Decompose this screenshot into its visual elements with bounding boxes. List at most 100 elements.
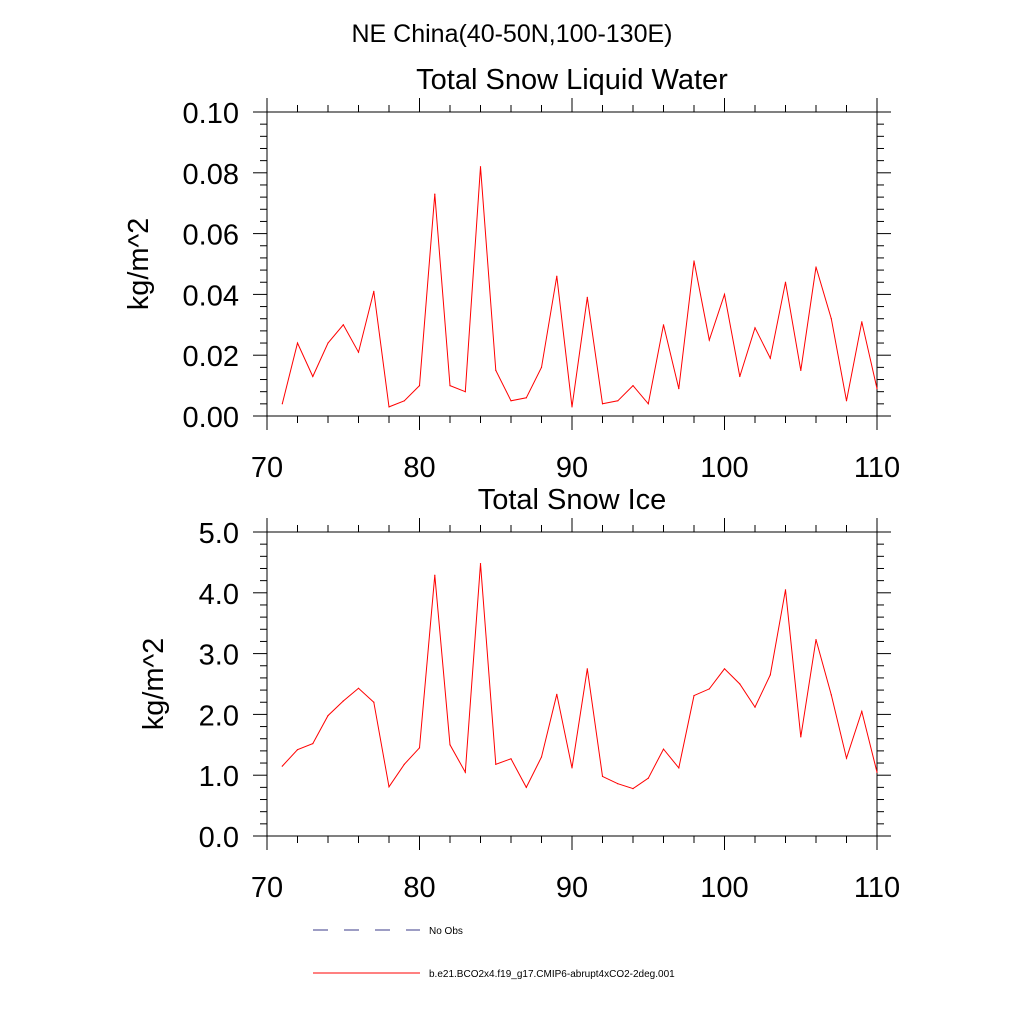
chart-panel-1: Total Snow Liquid Water 0.00 0.02 0.04 0.06 0… [123, 64, 900, 484]
data-point [632, 788, 634, 790]
data-point [754, 327, 756, 329]
data-point [540, 756, 543, 758]
data-point [754, 706, 756, 708]
y-tick-label: 1.0 [199, 761, 239, 793]
data-point [342, 324, 344, 326]
data-point [647, 777, 649, 779]
data-point [830, 694, 832, 696]
data-point [632, 385, 634, 387]
data-point [510, 758, 512, 760]
series-line [281, 563, 878, 790]
y-tick-label: 5.0 [199, 518, 239, 550]
data-point [373, 701, 375, 703]
data-point [769, 674, 771, 676]
y-tick-label: 4.0 [199, 579, 239, 611]
data-point [601, 775, 604, 778]
data-point [357, 351, 360, 353]
data-point [800, 369, 802, 371]
chart-title: Total Snow Ice [478, 484, 667, 516]
y-tick-label: 0.10 [183, 98, 239, 130]
data-point [678, 767, 680, 769]
data-point [571, 406, 573, 408]
data-point [876, 388, 878, 390]
data-point [784, 589, 787, 591]
data-point [586, 668, 588, 670]
legend-label: b.e21.BCO2x4.f19_g17.CMIP6-abrupt4xCO2-2… [429, 969, 675, 980]
data-point [327, 715, 329, 717]
y-tick-label: 0.04 [183, 280, 239, 312]
data-point [495, 763, 497, 765]
data-point [525, 397, 527, 399]
data-point [861, 321, 863, 323]
data-point [861, 710, 863, 713]
data-point [586, 296, 588, 298]
data-point [845, 400, 848, 402]
data-point [647, 403, 649, 405]
data-point [296, 749, 299, 751]
x-tick-label: 100 [700, 452, 748, 484]
data-point [373, 290, 375, 292]
data-point [815, 266, 817, 268]
data-point [495, 369, 497, 371]
data-point [556, 275, 558, 277]
data-point [479, 563, 482, 565]
y-tick-label: 2.0 [199, 700, 239, 732]
chart-title: Total Snow Liquid Water [416, 64, 728, 96]
data-point [723, 668, 726, 670]
data-point [327, 342, 329, 344]
series-line [281, 166, 878, 408]
y-tick-label: 0.08 [183, 159, 239, 191]
x-tick-label: 110 [854, 872, 900, 904]
data-point [296, 342, 299, 344]
data-point [281, 765, 283, 767]
x-tick-label: 110 [854, 452, 900, 484]
data-point [312, 375, 314, 378]
data-point [525, 786, 527, 789]
y-tick-label: 0.00 [183, 402, 239, 434]
data-point [708, 339, 710, 341]
data-point [662, 324, 665, 326]
data-point [464, 771, 466, 773]
data-point [434, 574, 436, 576]
data-point [312, 743, 314, 745]
x-tick-label: 70 [251, 872, 283, 904]
data-point [617, 783, 619, 785]
legend-label: No Obs [429, 926, 463, 937]
x-tick-label: 80 [403, 872, 435, 904]
data-point [601, 403, 604, 405]
legend: No Obs b.e21.BCO2x4.f19_g17.CMIP6-abrupt4… [313, 926, 675, 980]
plot-frame [266, 111, 878, 417]
data-point [388, 406, 390, 408]
x-tick-label: 80 [403, 452, 435, 484]
chart-panels: Total Snow Liquid Water 0.00 0.02 0.04 0.06 0… [123, 64, 900, 904]
y-tick-label: 0.02 [183, 341, 239, 373]
x-tick-label: 90 [556, 452, 588, 484]
data-point [464, 391, 466, 393]
x-tick-label: 90 [556, 872, 588, 904]
data-point [434, 193, 436, 195]
data-point [708, 688, 710, 690]
data-point [845, 757, 848, 759]
data-point [449, 385, 451, 387]
data-point [693, 260, 695, 262]
data-point [769, 357, 771, 359]
y-tick-label: 0.06 [183, 220, 239, 252]
data-point [418, 747, 421, 749]
data-point [739, 683, 741, 685]
data-point [723, 293, 726, 295]
x-tick-label: 70 [251, 452, 283, 484]
data-point [403, 400, 405, 402]
data-point [540, 366, 543, 368]
data-point [693, 695, 695, 697]
data-point [739, 375, 741, 378]
data-point [617, 400, 619, 402]
chart-panel-2: Total Snow Ice 0.0 1.0 2.0 3.0 4.0 5.0 70 80 90 10… [138, 484, 900, 904]
data-point [388, 786, 390, 788]
data-point [571, 767, 573, 769]
y-axis-label: kg/m^2 [123, 218, 155, 311]
data-point [510, 400, 512, 402]
data-point [449, 744, 451, 746]
data-point [342, 700, 344, 702]
data-point [357, 687, 360, 689]
